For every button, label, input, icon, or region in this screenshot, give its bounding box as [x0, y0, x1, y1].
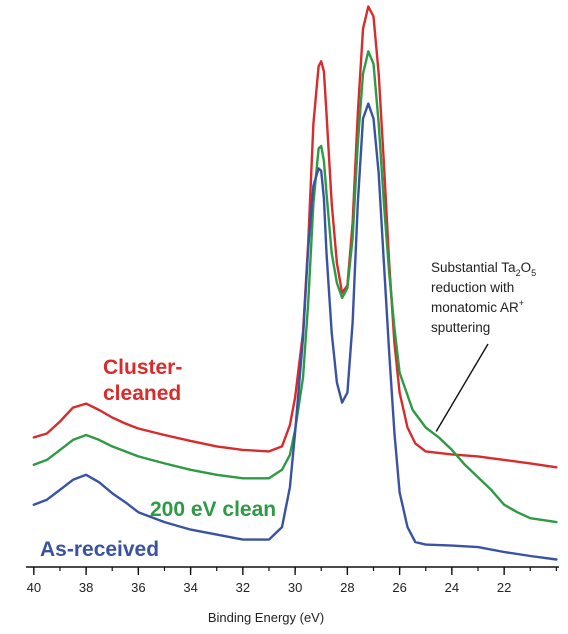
x-tick-label: 26 — [392, 580, 406, 595]
x-tick-label: 32 — [236, 580, 250, 595]
x-tick-label: 22 — [497, 580, 511, 595]
x-tick-label: 40 — [27, 580, 41, 595]
x-tick-label: 30 — [288, 580, 302, 595]
series-line-cluster-cleaned — [32, 5, 558, 469]
series-label-200ev-clean: 200 eV clean — [150, 498, 276, 521]
x-tick-label: 38 — [79, 580, 93, 595]
series-label-cluster-cleaned: Cluster-cleaned — [103, 356, 182, 405]
series-line-200ev-clean — [32, 50, 558, 524]
series-labels: Cluster-cleaned 200 eV clean As-received — [40, 356, 276, 561]
annotation-text: Substantial Ta2O5 reduction with monatomic… — [431, 260, 536, 335]
x-axis-title: Binding Energy (eV) — [208, 610, 324, 625]
annotation: Substantial Ta2O5 reduction with monatomic… — [431, 260, 536, 432]
x-tick-label: 24 — [445, 580, 459, 595]
x-tick-label: 36 — [131, 580, 145, 595]
series-layer — [32, 5, 558, 561]
x-tick-label: 28 — [340, 580, 354, 595]
series-label-as-received: As-received — [40, 538, 159, 561]
x-axis: 40 38 36 34 32 30 28 26 24 22 — [26, 566, 559, 595]
series-line-as-received — [32, 102, 558, 561]
annotation-pointer-line — [435, 343, 489, 432]
x-tick-label: 34 — [183, 580, 197, 595]
